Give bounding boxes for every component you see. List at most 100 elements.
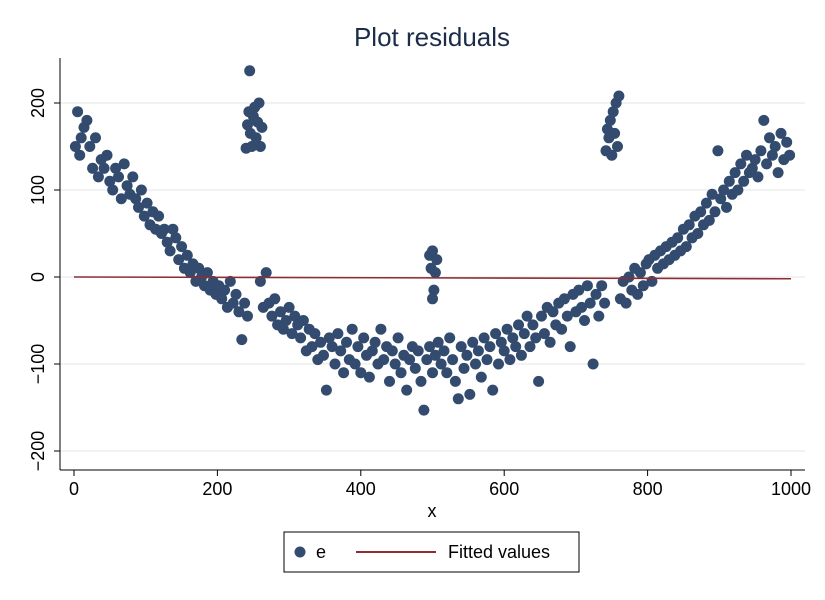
data-point bbox=[110, 162, 122, 174]
data-point bbox=[576, 301, 588, 313]
data-point bbox=[427, 367, 438, 379]
data-point bbox=[432, 336, 444, 348]
data-point bbox=[127, 171, 139, 183]
data-point bbox=[467, 336, 479, 348]
data-point bbox=[637, 280, 649, 292]
data-point bbox=[692, 228, 704, 239]
data-point bbox=[74, 149, 86, 161]
x-tick-label: 0 bbox=[69, 479, 79, 499]
data-point bbox=[386, 345, 398, 357]
data-point bbox=[306, 341, 318, 353]
data-point bbox=[75, 132, 87, 144]
data-point bbox=[389, 358, 401, 370]
data-point bbox=[158, 223, 170, 235]
data-point bbox=[455, 341, 467, 353]
x-axis-ticks: 0 200 400 600 800 1000 bbox=[69, 470, 811, 499]
data-point bbox=[269, 293, 281, 305]
data-point bbox=[161, 236, 173, 248]
data-point bbox=[297, 315, 309, 326]
data-point bbox=[703, 214, 715, 226]
data-point bbox=[498, 345, 510, 357]
data-point bbox=[309, 328, 321, 340]
y-tick-label: −200 bbox=[28, 431, 48, 472]
data-point bbox=[104, 175, 116, 187]
data-point bbox=[772, 167, 784, 179]
data-point bbox=[544, 336, 556, 348]
data-point bbox=[564, 341, 576, 353]
data-point bbox=[378, 354, 390, 366]
data-point bbox=[613, 90, 625, 102]
data-point bbox=[421, 354, 433, 366]
data-point bbox=[475, 371, 487, 383]
data-point bbox=[115, 193, 127, 205]
data-point bbox=[709, 206, 721, 218]
data-point bbox=[286, 328, 298, 340]
data-point bbox=[427, 293, 438, 305]
data-point bbox=[254, 141, 266, 152]
data-point bbox=[683, 219, 695, 231]
data-point bbox=[769, 141, 781, 152]
data-point bbox=[501, 323, 513, 335]
data-point bbox=[524, 341, 536, 353]
data-point bbox=[738, 175, 750, 187]
data-point bbox=[715, 193, 727, 205]
data-point bbox=[781, 136, 793, 148]
data-point bbox=[118, 158, 130, 170]
data-point bbox=[227, 297, 239, 309]
data-point bbox=[634, 267, 646, 279]
data-point bbox=[181, 249, 193, 261]
y-tick-label: −100 bbox=[28, 344, 48, 385]
data-point bbox=[242, 310, 253, 322]
x-tick-label: 600 bbox=[489, 479, 519, 499]
data-point bbox=[481, 354, 493, 366]
data-point bbox=[561, 310, 573, 322]
data-point bbox=[706, 188, 718, 200]
data-point bbox=[766, 149, 778, 161]
data-point bbox=[167, 223, 179, 235]
data-point bbox=[352, 341, 364, 353]
data-point bbox=[363, 371, 375, 383]
data-point bbox=[556, 323, 568, 335]
data-point bbox=[478, 332, 490, 344]
data-point bbox=[98, 162, 110, 174]
data-point bbox=[329, 358, 341, 370]
data-point bbox=[612, 141, 623, 152]
y-tick-label: 0 bbox=[28, 272, 48, 282]
data-point bbox=[346, 323, 358, 335]
data-point bbox=[752, 171, 764, 183]
data-point bbox=[435, 358, 447, 370]
data-point bbox=[461, 349, 473, 361]
legend: e Fitted values bbox=[283, 531, 580, 573]
data-point bbox=[233, 306, 245, 318]
data-point bbox=[366, 345, 378, 357]
data-point bbox=[355, 367, 367, 379]
data-point bbox=[84, 141, 96, 152]
data-point bbox=[320, 384, 332, 396]
data-point bbox=[784, 149, 796, 161]
data-point bbox=[623, 271, 635, 283]
data-point bbox=[596, 280, 608, 292]
data-point bbox=[607, 106, 619, 118]
data-point bbox=[593, 310, 605, 322]
data-point bbox=[587, 358, 599, 370]
data-point bbox=[573, 284, 585, 296]
data-point bbox=[495, 336, 507, 348]
chart-title: Plot residuals bbox=[354, 22, 510, 52]
data-point bbox=[464, 388, 476, 400]
legend-label-e: e bbox=[316, 542, 326, 562]
data-point bbox=[224, 275, 236, 287]
data-point bbox=[487, 384, 499, 396]
data-point bbox=[250, 132, 262, 144]
data-point bbox=[130, 193, 142, 205]
data-point bbox=[349, 358, 361, 370]
data-point bbox=[732, 184, 744, 196]
y-tick-label: 100 bbox=[28, 175, 48, 205]
data-point bbox=[239, 297, 251, 309]
data-point bbox=[620, 297, 632, 309]
data-point bbox=[101, 149, 113, 161]
data-point bbox=[599, 297, 611, 309]
data-point bbox=[283, 301, 295, 313]
data-point bbox=[718, 184, 730, 196]
data-point bbox=[253, 97, 265, 109]
data-point bbox=[558, 293, 570, 305]
